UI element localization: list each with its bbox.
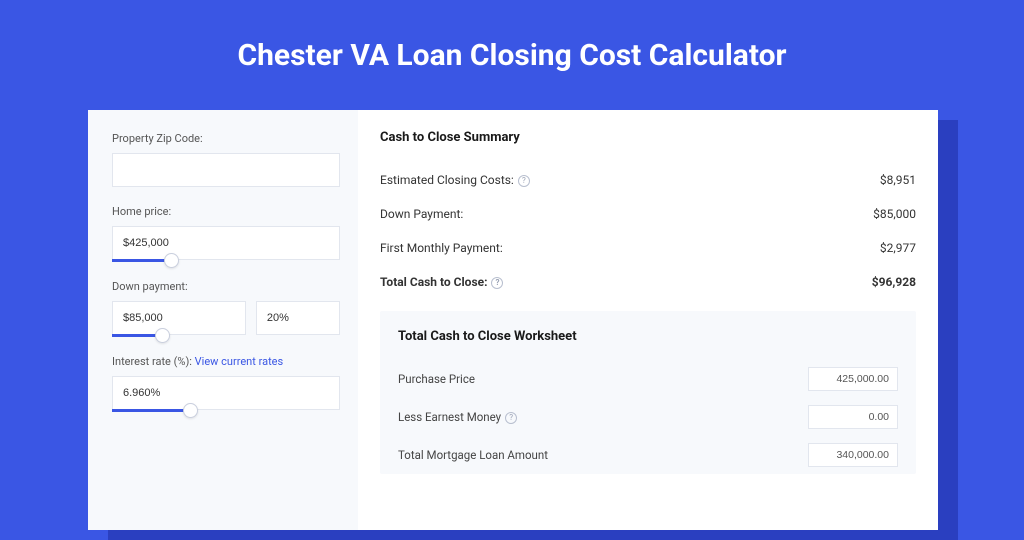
- worksheet-value-input[interactable]: [808, 367, 898, 391]
- help-icon[interactable]: ?: [518, 175, 530, 187]
- summary-row: Estimated Closing Costs:? $8,951: [380, 163, 916, 197]
- worksheet-value-input[interactable]: [808, 443, 898, 467]
- summary-row-value: $2,977: [880, 241, 916, 255]
- worksheet-row-label: Purchase Price: [398, 372, 475, 386]
- down-payment-pct-input[interactable]: [256, 301, 340, 335]
- worksheet-row-label: Less Earnest Money?: [398, 410, 517, 424]
- summary-row-label: Down Payment:: [380, 207, 463, 221]
- summary-row-label: Total Cash to Close:?: [380, 275, 503, 289]
- worksheet-row: Purchase Price: [398, 360, 898, 398]
- interest-rate-input[interactable]: [112, 376, 340, 410]
- home-price-slider[interactable]: [112, 259, 340, 262]
- down-payment-input[interactable]: [112, 301, 246, 335]
- zip-field: Property Zip Code:: [112, 132, 340, 187]
- worksheet-rows: Purchase Price Less Earnest Money? Total M…: [398, 360, 898, 474]
- summary-row-value: $85,000: [873, 207, 916, 221]
- zip-input[interactable]: [112, 153, 340, 187]
- home-price-field: Home price:: [112, 205, 340, 262]
- slider-thumb-icon[interactable]: [155, 328, 170, 343]
- summary-row: Total Cash to Close:? $96,928: [380, 265, 916, 299]
- page-title: Chester VA Loan Closing Cost Calculator: [0, 0, 1024, 101]
- interest-rate-label: Interest rate (%): View current rates: [112, 355, 340, 368]
- worksheet-row: Less Earnest Money?: [398, 398, 898, 436]
- worksheet-row: Total Mortgage Loan Amount: [398, 436, 898, 474]
- view-rates-link[interactable]: View current rates: [195, 355, 284, 368]
- home-price-input[interactable]: [112, 226, 340, 260]
- worksheet-panel: Total Cash to Close Worksheet Purchase P…: [380, 311, 916, 474]
- summary-title: Cash to Close Summary: [380, 130, 916, 145]
- summary-rows: Estimated Closing Costs:? $8,951 Down Paym…: [380, 163, 916, 299]
- worksheet-title: Total Cash to Close Worksheet: [398, 329, 898, 344]
- worksheet-value-input[interactable]: [808, 405, 898, 429]
- down-payment-label: Down payment:: [112, 280, 340, 293]
- home-price-label: Home price:: [112, 205, 340, 218]
- inputs-panel: Property Zip Code: Home price: Down paym…: [88, 110, 358, 530]
- summary-row-value: $8,951: [880, 173, 916, 187]
- slider-thumb-icon[interactable]: [164, 253, 179, 268]
- summary-row: Down Payment: $85,000: [380, 197, 916, 231]
- calculator-card: Property Zip Code: Home price: Down paym…: [88, 110, 938, 530]
- interest-rate-slider[interactable]: [112, 409, 340, 412]
- summary-row-label: First Monthly Payment:: [380, 241, 503, 255]
- down-payment-slider[interactable]: [112, 334, 340, 337]
- down-payment-field: Down payment:: [112, 280, 340, 337]
- interest-label-text: Interest rate (%):: [112, 355, 195, 368]
- zip-label: Property Zip Code:: [112, 132, 340, 145]
- results-panel: Cash to Close Summary Estimated Closing …: [358, 110, 938, 530]
- help-icon[interactable]: ?: [491, 277, 503, 289]
- summary-row-label: Estimated Closing Costs:?: [380, 173, 530, 187]
- interest-rate-field: Interest rate (%): View current rates: [112, 355, 340, 412]
- slider-thumb-icon[interactable]: [183, 403, 198, 418]
- summary-row-value: $96,928: [872, 275, 916, 289]
- help-icon[interactable]: ?: [505, 412, 517, 424]
- summary-row: First Monthly Payment: $2,977: [380, 231, 916, 265]
- worksheet-row-label: Total Mortgage Loan Amount: [398, 448, 548, 462]
